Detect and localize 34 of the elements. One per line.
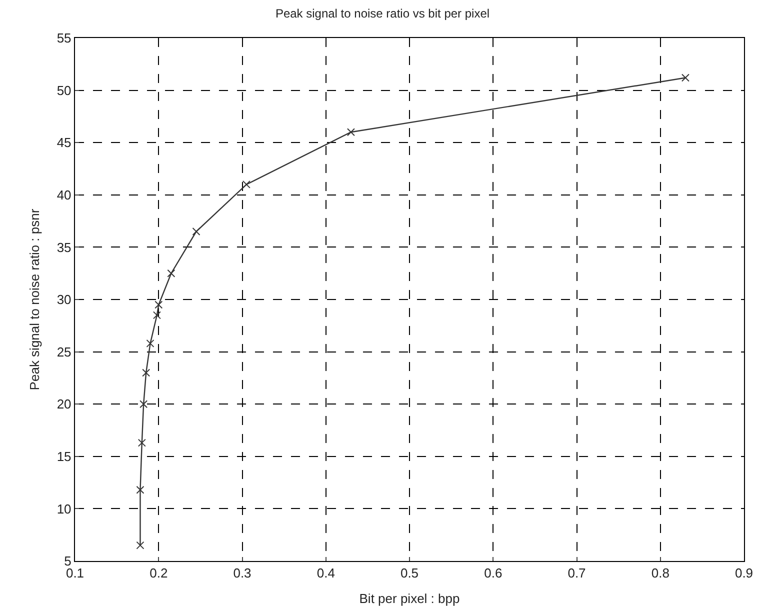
y-axis-title: Peak signal to noise ratio : psnr <box>26 208 42 390</box>
point <box>142 368 150 377</box>
point <box>136 486 144 494</box>
point <box>154 300 163 309</box>
y-tick-label: 45 <box>56 135 72 150</box>
point <box>140 400 148 408</box>
point <box>146 339 154 348</box>
point <box>167 269 176 278</box>
y-tick-label: 30 <box>56 292 72 308</box>
chart-title: Peak signal to noise ratio vs bit per pixel <box>275 6 490 20</box>
point <box>152 311 161 320</box>
y-tick-label: 15 <box>56 448 72 464</box>
point <box>136 541 144 550</box>
x-tick-label: 0.5 <box>400 566 419 581</box>
point <box>242 180 250 188</box>
x-tick-label: 0.9 <box>734 566 754 581</box>
x-tick-label: 0.8 <box>651 566 670 581</box>
point <box>192 228 200 236</box>
x-axis-title: Bit per pixel : bpp <box>359 591 460 606</box>
y-tick-label: 35 <box>56 240 72 255</box>
y-tick-label: 40 <box>56 187 72 202</box>
x-tick-label: 0.6 <box>484 566 502 581</box>
y-tick-label: 55 <box>56 30 72 46</box>
y-tick-label: 10 <box>56 501 72 516</box>
x-tick-label: 0.2 <box>150 566 168 581</box>
x-tick-label: 0.4 <box>316 566 335 581</box>
point <box>681 74 690 82</box>
y-tick-label: 50 <box>56 82 72 98</box>
point <box>346 128 355 136</box>
point <box>138 438 146 447</box>
x-tick-label: 0.3 <box>233 566 252 581</box>
y-tick-label: 20 <box>56 396 72 412</box>
x-tick-label: 0.7 <box>568 566 586 581</box>
y-tick-label: 25 <box>56 344 72 360</box>
